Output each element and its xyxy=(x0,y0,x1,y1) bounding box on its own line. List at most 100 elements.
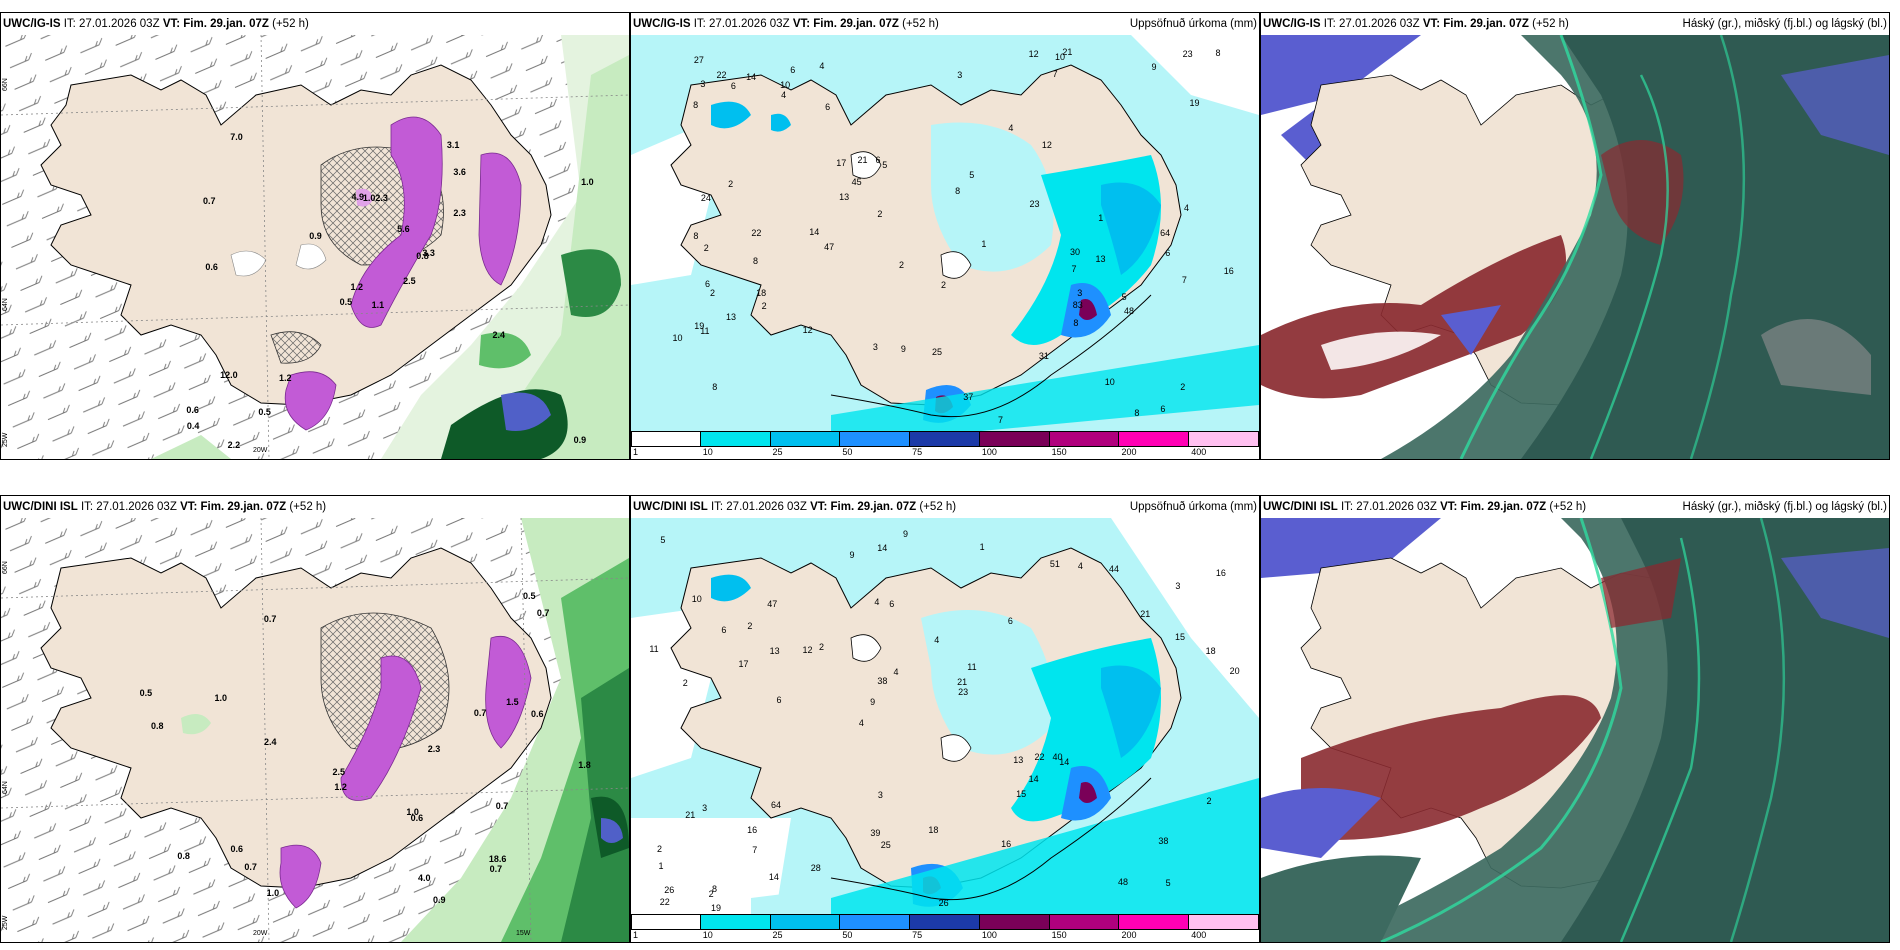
value-label: 0.4 xyxy=(186,420,200,431)
value-label: 3 xyxy=(700,78,706,89)
value-label: 14 xyxy=(809,227,820,238)
value-label: 6 xyxy=(825,101,831,112)
value-label: 13 xyxy=(725,311,736,322)
value-label: 0.6 xyxy=(230,843,244,854)
lon-label-25w: 25W xyxy=(2,915,9,930)
map-canvas xyxy=(631,35,1259,459)
panel-header: UWC/IG-IS IT: 27.01.2026 03Z VT: Fim. 29… xyxy=(1,13,629,35)
precip-map[interactable]: 7 6 8 6 5 10 11 7 17 7 8 8 3 2 3 4 2 1 6 2 8 9 13 7 12 10 3 2 4 1 37 31… xyxy=(631,35,1259,459)
value-label: 4 xyxy=(893,666,899,677)
value-label: 14 xyxy=(768,872,779,883)
value-label: 0.9 xyxy=(573,435,587,446)
value-label: 2 xyxy=(819,642,825,653)
colorbar-segment xyxy=(979,914,1050,930)
clouds-map[interactable] xyxy=(1261,35,1889,459)
value-label: 2.5 xyxy=(332,767,346,778)
value-label: 12 xyxy=(1028,48,1039,59)
value-label: 48 xyxy=(1124,306,1135,317)
colorbar-tick: 150 xyxy=(1051,447,1067,457)
init-time: IT: 27.01.2026 03Z xyxy=(1340,501,1437,513)
lat-label-64n: 64N xyxy=(2,298,9,311)
value-label: 4 xyxy=(781,90,787,101)
clouds-map[interactable] xyxy=(1261,518,1889,942)
value-label: 40 xyxy=(1052,752,1063,763)
colorbar-segment xyxy=(700,914,771,930)
value-label: 21 xyxy=(1062,47,1073,58)
lon-label-25w: 25W xyxy=(2,432,9,447)
panel-clouds-bottom: UWC/DINI ISL IT: 27.01.2026 03Z VT: Fim.… xyxy=(1260,495,1890,943)
precip-colorbar: 1 10 25 50 75 100 150 200 400 xyxy=(631,914,1259,942)
value-label: 2 xyxy=(1180,381,1186,392)
valid-time: Fim. 29.jan. 07Z xyxy=(1460,501,1547,513)
panel-header: UWC/DINI ISL IT: 27.01.2026 03Z VT: Fim.… xyxy=(631,496,1259,518)
panel-header: UWC/IG-IS IT: 27.01.2026 03Z VT: Fim. 29… xyxy=(631,13,1259,35)
value-label: 19 xyxy=(694,320,705,331)
valid-time-label: VT: xyxy=(810,501,828,513)
value-label: 2 xyxy=(708,889,714,900)
lat-label-64n: 64N xyxy=(2,781,9,794)
value-label: 1 xyxy=(658,860,664,871)
value-label: 8 xyxy=(753,256,759,267)
model-name: UWC/DINI ISL xyxy=(3,501,78,513)
snow-wind-map[interactable]: 66N 64N 25W 20W 15W 0.9 0.7 0.6 1.0 1.5 4.0 1.… xyxy=(1,518,629,942)
snow-wind-map[interactable]: 66N 64N 25W 20W 1.1 0.7 1.2 0.6 0.8 1.2 3.1 2.3… xyxy=(1,35,629,459)
value-label: 19 xyxy=(711,903,722,914)
colorbar-segment xyxy=(770,914,841,930)
colorbar-tick: 200 xyxy=(1121,447,1137,457)
value-label: 21 xyxy=(857,154,868,165)
colorbar-tick: 400 xyxy=(1191,447,1207,457)
value-label: 25 xyxy=(932,347,943,358)
value-label: 3 xyxy=(1175,580,1181,591)
value-label: 7 xyxy=(1181,275,1187,286)
value-label: 5.6 xyxy=(397,224,410,235)
value-label: 64 xyxy=(771,800,782,811)
value-label: 6 xyxy=(1007,615,1013,626)
value-label: 7 xyxy=(752,844,758,855)
value-label: 15 xyxy=(1175,632,1186,643)
value-label: 12 xyxy=(802,644,813,655)
init-time: IT: 27.01.2026 03Z xyxy=(693,18,790,30)
value-label: 4 xyxy=(1184,203,1190,214)
value-label: 23 xyxy=(958,687,969,698)
colorbar-tick: 150 xyxy=(1051,930,1067,940)
value-label: 2 xyxy=(709,288,715,299)
precip-title: Uppsöfnuð úrkoma (mm) xyxy=(1129,18,1257,30)
value-label: 12 xyxy=(802,324,813,335)
colorbar-segment xyxy=(840,431,911,447)
value-label: 0.6 xyxy=(205,261,218,272)
value-label: 4.0 xyxy=(418,873,431,884)
value-label: 16 xyxy=(1223,265,1234,276)
value-label: 5 xyxy=(882,160,888,171)
value-label: 21 xyxy=(1140,609,1151,620)
colorbar-segment xyxy=(910,431,980,447)
init-time: IT: 27.01.2026 03Z xyxy=(1323,18,1420,30)
value-label: 10 xyxy=(691,594,702,605)
value-label: 18.6 xyxy=(488,853,507,864)
valid-time-label: VT: xyxy=(792,18,811,30)
value-label: 0.7 xyxy=(202,195,216,206)
value-label: 6 xyxy=(1160,404,1166,415)
colorbar-segment xyxy=(1119,431,1190,447)
value-label: 1.0 xyxy=(406,806,419,817)
value-label: 64 xyxy=(1160,227,1171,238)
value-label: 14 xyxy=(1028,774,1039,785)
value-label: 16 xyxy=(747,824,758,835)
precip-map[interactable]: 5 2 3 4 6 8 4 4 3 2 1 7 6 11 14 10 14 20 13 15 9 39 38 47 51 64 48… xyxy=(631,518,1259,942)
value-label: 9 xyxy=(870,697,876,708)
precip-colorbar: 1 10 25 50 75 100 150 200 400 xyxy=(631,431,1259,459)
value-label: 5 xyxy=(660,534,666,545)
value-label: 2 xyxy=(657,843,663,854)
valid-time-label: VT: xyxy=(1422,18,1441,30)
value-label: 2 xyxy=(877,209,883,220)
value-label: 7 xyxy=(998,415,1004,426)
value-label: 18 xyxy=(756,288,767,299)
colorbar-tick: 50 xyxy=(842,447,853,457)
value-label: 1.2 xyxy=(278,372,292,383)
value-label: 25 xyxy=(880,840,891,851)
value-label: 0.5 xyxy=(523,591,536,602)
init-time: IT: 27.01.2026 03Z xyxy=(710,501,807,513)
value-label: 0.7 xyxy=(536,607,550,618)
value-label: 2 xyxy=(682,677,688,688)
value-label: 0.9 xyxy=(309,230,322,241)
value-label: 27 xyxy=(693,55,704,66)
